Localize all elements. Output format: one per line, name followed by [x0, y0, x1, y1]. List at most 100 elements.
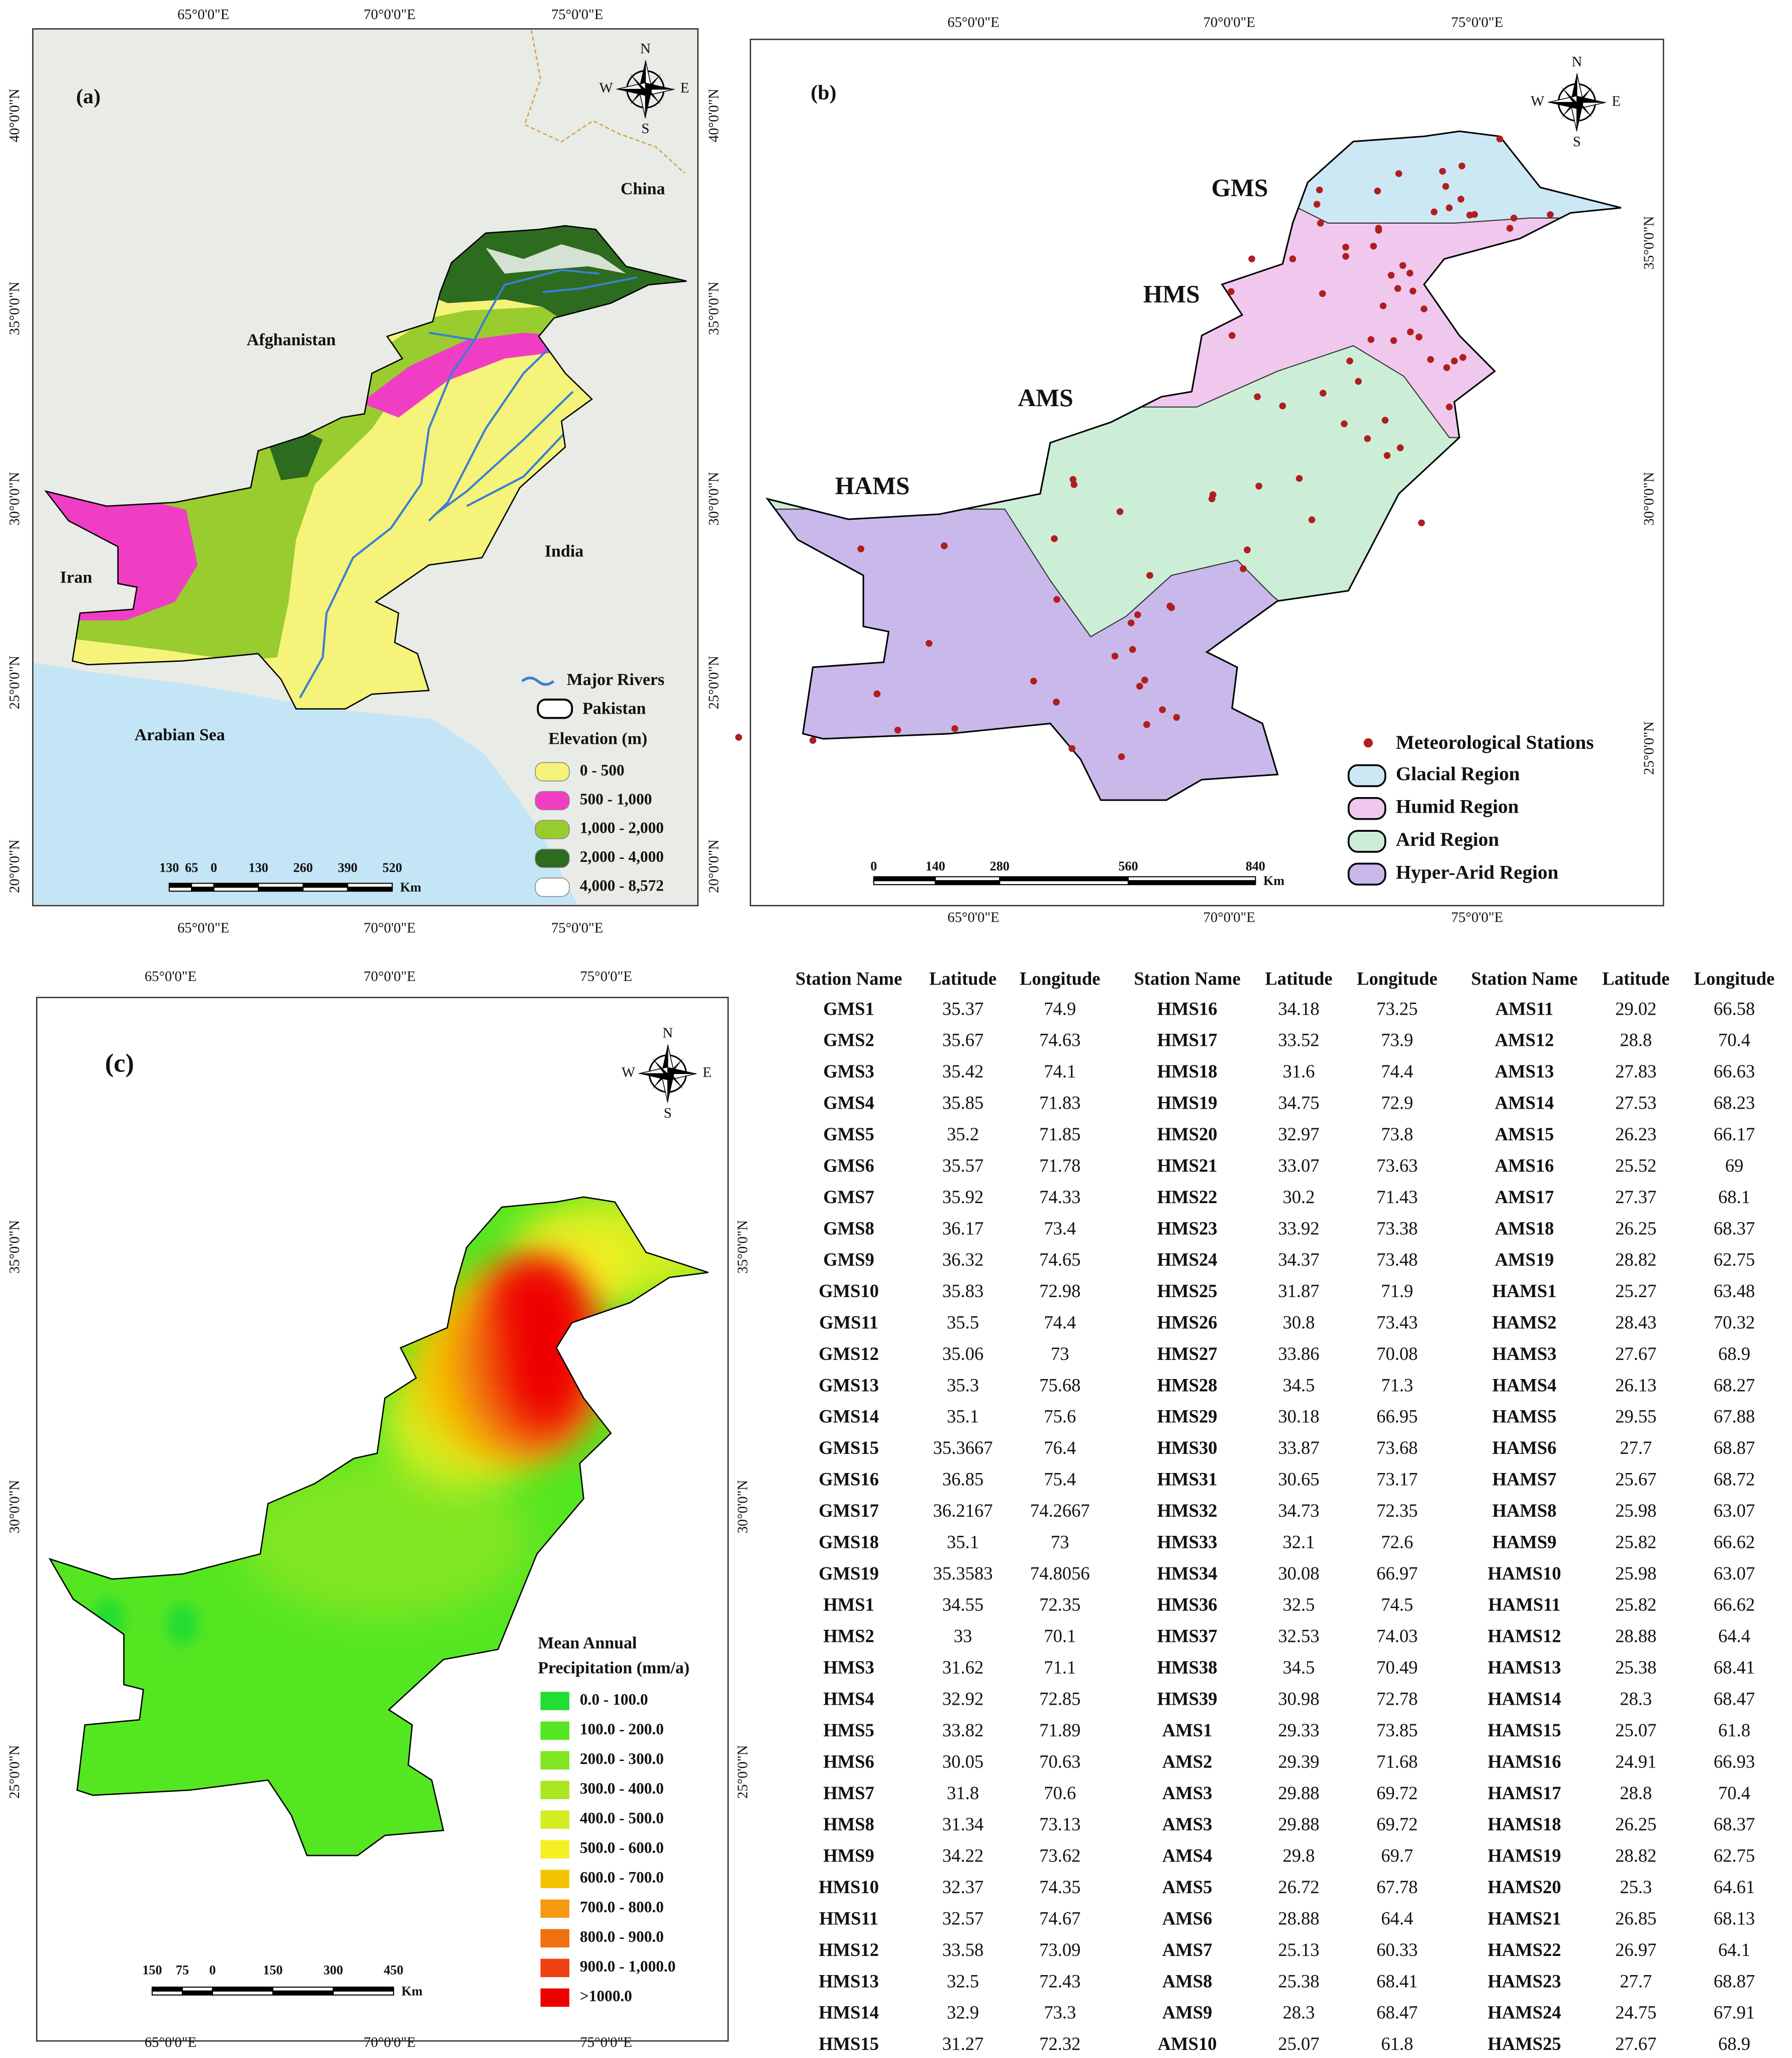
station-name: HMS9 [823, 1845, 874, 1866]
scale-label: 560 [1118, 859, 1138, 873]
legend-swatch [540, 1751, 569, 1770]
latitude-label: 40°0'0"N [706, 88, 722, 142]
scale-label: 150 [142, 1963, 162, 1978]
table-cell: 36.17 [942, 1218, 983, 1238]
station-dot [1319, 389, 1327, 397]
longitude-label: 75°0'0"E [580, 968, 632, 985]
table-cell: 32.97 [1278, 1124, 1319, 1144]
table-cell: 70.4 [1718, 1030, 1750, 1050]
table-cell: 30.8 [1282, 1312, 1315, 1332]
table-cell: 25.52 [1615, 1155, 1656, 1175]
scale-bar-segment [302, 887, 348, 892]
station-name: GMS19 [819, 1563, 879, 1584]
table-cell: 74.67 [1039, 1908, 1080, 1928]
station-name: HMS36 [1157, 1594, 1218, 1615]
legend-label: Meteorological Stations [1396, 732, 1594, 753]
table-cell: 72.32 [1039, 2033, 1080, 2054]
table-cell: 31.34 [942, 1814, 983, 1834]
compass-label: S [664, 1105, 672, 1121]
station-name: AMS14 [1495, 1093, 1554, 1113]
table-cell: 71.3 [1381, 1375, 1413, 1395]
station-dot [1254, 393, 1261, 401]
station-dot [1355, 378, 1362, 385]
latitude-label: 30°0'0"N [7, 472, 23, 526]
scale-bar-segment [212, 1990, 274, 1996]
table-cell: 68.41 [1714, 1657, 1755, 1678]
table-cell: 24.91 [1615, 1751, 1656, 1772]
table-cell: 60.33 [1376, 1939, 1418, 1960]
table-cell: 34.5 [1282, 1657, 1315, 1678]
table-header: Latitude [1265, 968, 1332, 989]
table-cell: 35.42 [942, 1061, 983, 1082]
country-boundary [48, 1196, 709, 1856]
precip-zone [499, 1271, 552, 1324]
legend-label: Hyper-Arid Region [1396, 861, 1559, 883]
table-cell: 75.68 [1039, 1375, 1080, 1395]
station-name: HMS22 [1157, 1187, 1218, 1207]
table-cell: 25.38 [1615, 1657, 1656, 1678]
station-dot [1244, 546, 1251, 554]
precip-zone [240, 1460, 530, 1618]
legend-label: 800.0 - 900.0 [580, 1928, 664, 1945]
scale-bar-segment [999, 880, 1129, 886]
table-cell: 30.2 [1282, 1187, 1315, 1207]
station-dot [1143, 721, 1150, 728]
panel-label: (b) [811, 81, 836, 105]
table-header: Station Name [1134, 968, 1240, 989]
longitude-label: 75°0'0"E [551, 920, 603, 936]
table-cell: 71.43 [1376, 1187, 1418, 1207]
station-name: HMS18 [1157, 1061, 1218, 1082]
compass-label: E [1612, 93, 1621, 109]
table-cell: 28.3 [1282, 2002, 1315, 2023]
table-cell: 26.72 [1278, 1877, 1319, 1897]
station-dot [1415, 333, 1423, 341]
table-cell: 31.8 [947, 1783, 979, 1803]
station-name: HAMS19 [1487, 1845, 1561, 1866]
latitude-label: 35°0'0"N [706, 281, 722, 335]
table-cell: 63.07 [1714, 1500, 1755, 1521]
compass-label: W [600, 80, 614, 96]
longitude-label: 65°0'0"E [947, 910, 999, 926]
scale-label: 300 [323, 1963, 343, 1978]
longitude-label: 70°0'0"E [364, 2034, 416, 2050]
latitude-label: 25°0'0"N [706, 655, 722, 709]
sea [34, 662, 577, 905]
longitude-label: 75°0'0"E [1451, 910, 1503, 926]
station-dot [1317, 220, 1324, 227]
station-dot [1431, 208, 1438, 216]
station-dot [894, 727, 902, 734]
table-cell: 34.18 [1278, 998, 1319, 1019]
compass-label: N [1571, 54, 1582, 70]
river [542, 276, 638, 293]
legend-label: 1,000 - 2,000 [580, 819, 664, 837]
legend-swatch [540, 1929, 569, 1948]
legend-label: 200.0 - 300.0 [580, 1750, 664, 1768]
station-dot [1387, 271, 1395, 279]
longitude-label: 70°0'0"E [1203, 15, 1255, 31]
longitude-label: 75°0'0"E [580, 2034, 632, 2050]
scale-bar-segment [333, 1990, 394, 1996]
station-dot [1397, 444, 1404, 451]
station-name: HMS20 [1157, 1124, 1218, 1144]
station-dot [1070, 481, 1078, 488]
station-dot [1458, 162, 1465, 170]
table-cell: 35.1 [947, 1406, 979, 1427]
station-dot [1346, 357, 1353, 365]
country-boundary [765, 130, 1622, 801]
station-name: HMS31 [1157, 1469, 1218, 1490]
scale-label: 150 [263, 1963, 282, 1978]
table-cell: 26.85 [1615, 1908, 1656, 1928]
station-dot [1296, 475, 1303, 482]
table-cell: 25.3 [1620, 1877, 1652, 1897]
station-name: AMS6 [1162, 1908, 1212, 1928]
table-cell: 74.1 [1044, 1061, 1076, 1082]
legend-label: 700.0 - 800.0 [580, 1898, 664, 1916]
table-cell: 76.4 [1044, 1437, 1076, 1458]
longitude-label: 65°0'0"E [145, 968, 196, 985]
station-dot [1208, 495, 1216, 503]
table-cell: 67.88 [1714, 1406, 1755, 1427]
legend-swatch [540, 1810, 569, 1829]
latitude-label: 25°0'0"N [1641, 721, 1657, 775]
station-dot [1129, 646, 1136, 653]
scale-label: 75 [176, 1963, 189, 1978]
